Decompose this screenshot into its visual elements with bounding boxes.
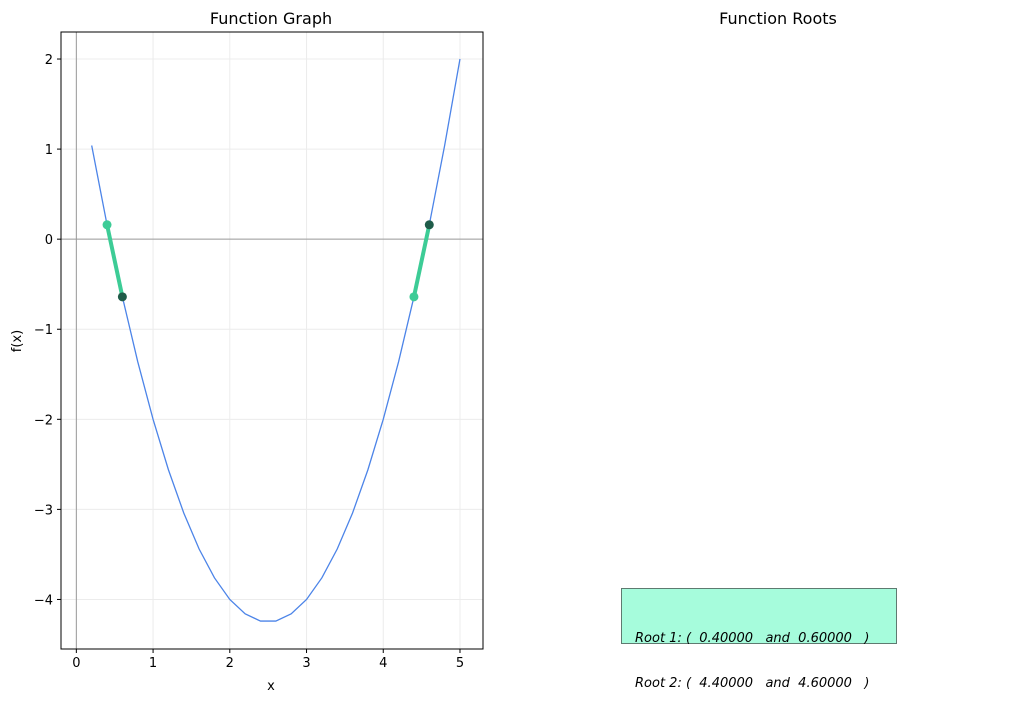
root-2-text: Root 2: ( 4.40000 and 4.60000 ) — [635, 676, 870, 691]
axis-ticks: 0 1 2 3 4 5 −4 −3 −2 −1 0 1 2 — [34, 53, 464, 671]
y-tick-label: −3 — [34, 503, 53, 518]
y-tick-label: 0 — [45, 233, 53, 248]
x-tick-label: 3 — [302, 656, 310, 671]
y-tick-label: −2 — [34, 413, 53, 428]
roots-box: Root 1: ( 0.40000 and 0.60000 ) Root 2: … — [621, 588, 897, 691]
y-axis-label: f(x) — [10, 330, 25, 352]
chart-title: Function Graph — [210, 9, 332, 28]
root-1-text: Root 1: ( 0.40000 and 0.60000 ) — [635, 631, 870, 646]
bracket-point-dark — [424, 220, 434, 230]
bracket-point-light — [409, 292, 419, 302]
x-tick-label: 4 — [379, 656, 387, 671]
x-tick-label: 5 — [456, 656, 464, 671]
x-tick-label: 1 — [149, 656, 157, 671]
plot-frame — [60, 31, 484, 650]
y-tick-label: −1 — [34, 323, 53, 338]
bracket-point-light — [102, 220, 112, 230]
roots-panel-title: Function Roots — [719, 9, 837, 28]
root-brackets — [102, 220, 434, 302]
bracket-point-dark — [117, 292, 127, 302]
y-tick-label: −4 — [34, 593, 53, 608]
root-bracket-segment — [411, 222, 432, 299]
reference-lines — [61, 32, 483, 649]
x-axis-label: x — [267, 679, 275, 694]
function-line — [91, 58, 461, 622]
y-tick-label: 1 — [45, 143, 53, 158]
function-curve — [91, 58, 461, 622]
y-tick-label: 2 — [45, 53, 53, 68]
x-tick-label: 0 — [72, 656, 80, 671]
root-bracket-segment — [105, 222, 125, 299]
x-tick-label: 2 — [226, 656, 234, 671]
grid — [61, 32, 483, 649]
